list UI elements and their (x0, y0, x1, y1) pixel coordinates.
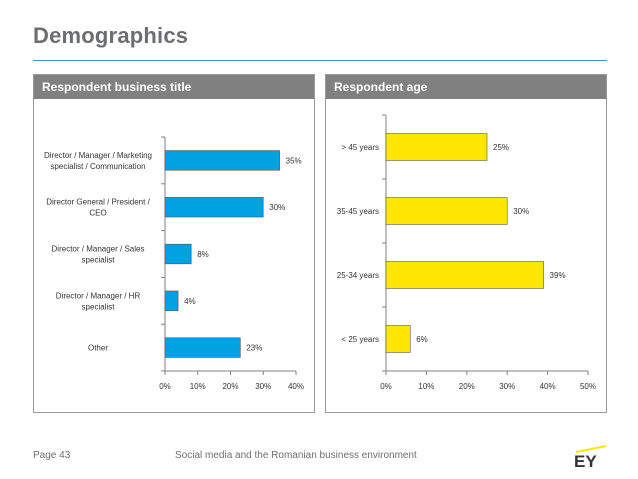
footer-page-number: Page 43 (33, 450, 71, 461)
category-label: Director / Manager / HR (56, 291, 141, 300)
category-label: 25-34 years (337, 271, 379, 280)
bar (385, 133, 488, 161)
business-title-header: Respondent business title (34, 75, 314, 99)
age-panel: Respondent age 0% 10% 20% 30% 40% 50% 25% > 45 … (325, 74, 607, 413)
x-tick-label: 30% (255, 382, 271, 391)
category-label: CEO (89, 209, 106, 218)
ey-logo: EY (574, 445, 606, 468)
title-divider (33, 60, 607, 61)
bar (164, 290, 179, 311)
category-label: specialist (82, 302, 116, 311)
business-title-panel: Respondent business title 0% 10% 20% 30% 40%… (33, 74, 315, 413)
age-header: Respondent age (326, 75, 606, 99)
x-tick-label: 20% (459, 382, 475, 391)
bar (164, 197, 264, 218)
bar-value-label: 35% (286, 156, 302, 165)
bar-value-label: 23% (246, 344, 262, 353)
bar (385, 261, 544, 289)
age-chart: 0% 10% 20% 30% 40% 50% 25% > 45 years 30% 35-45 y… (337, 114, 596, 391)
bar-value-label: 30% (513, 207, 529, 216)
category-label: > 45 years (341, 143, 379, 152)
x-tick-label: 40% (540, 382, 556, 391)
category-label: Other (88, 344, 108, 353)
bar-value-label: 25% (493, 143, 509, 152)
bar (164, 337, 241, 358)
bar (164, 243, 192, 265)
ey-logo-text: EY (574, 452, 597, 468)
category-label: specialist (82, 256, 116, 265)
x-tick-label: 50% (580, 382, 596, 391)
bar-value-label: 8% (197, 250, 209, 259)
category-label: 35-45 years (337, 207, 379, 216)
x-tick-label: 0% (159, 382, 171, 391)
business-title-chart: 0% 10% 20% 30% 40% 35% Director / Manager / Ma… (44, 136, 304, 391)
bar-value-label: 6% (416, 335, 428, 344)
category-label: Director / Manager / Marketing (44, 151, 152, 160)
page-title: Demographics (33, 23, 189, 48)
x-tick-label: 10% (190, 382, 206, 391)
x-tick-label: 30% (499, 382, 515, 391)
x-tick-label: 10% (418, 382, 434, 391)
x-tick-label: 40% (288, 382, 304, 391)
bar (385, 197, 508, 225)
category-label: Director General / President / (46, 198, 150, 207)
bar (164, 150, 280, 171)
bar-value-label: 30% (269, 203, 285, 212)
ey-logo-mark (576, 445, 606, 453)
bar-value-label: 39% (550, 271, 566, 280)
category-label: < 25 years (341, 335, 379, 344)
category-label: specialist / Communication (50, 162, 145, 171)
bar-value-label: 4% (184, 297, 196, 306)
x-tick-label: 20% (222, 382, 238, 391)
footer-caption: Social media and the Romanian business e… (175, 450, 417, 461)
x-tick-label: 0% (380, 382, 392, 391)
bar (385, 325, 411, 353)
category-label: Director / Manager / Sales (52, 245, 145, 254)
